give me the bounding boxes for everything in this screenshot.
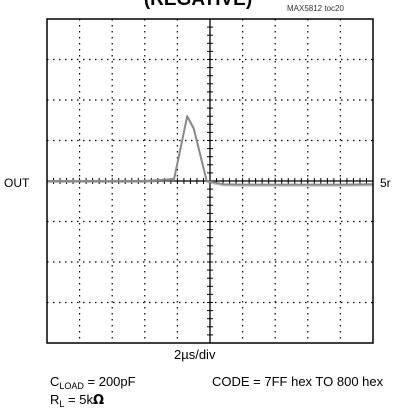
channel-label-left: OUT [4, 176, 30, 190]
scope-frame [46, 18, 374, 344]
toc-id: MAX5812 toc20 [287, 4, 344, 13]
rl-condition: RL = 5kΩ [50, 392, 105, 409]
trace-noise [47, 116, 374, 187]
chart-title: (REGATIVE) [118, 0, 278, 11]
cload-condition: CLOAD = 200pF [50, 374, 136, 391]
code-condition: CODE = 7FF hex TO 800 hex [212, 374, 384, 389]
channel-label-right: 5r [380, 176, 391, 190]
x-scale-label: 2µs/div [174, 347, 216, 362]
